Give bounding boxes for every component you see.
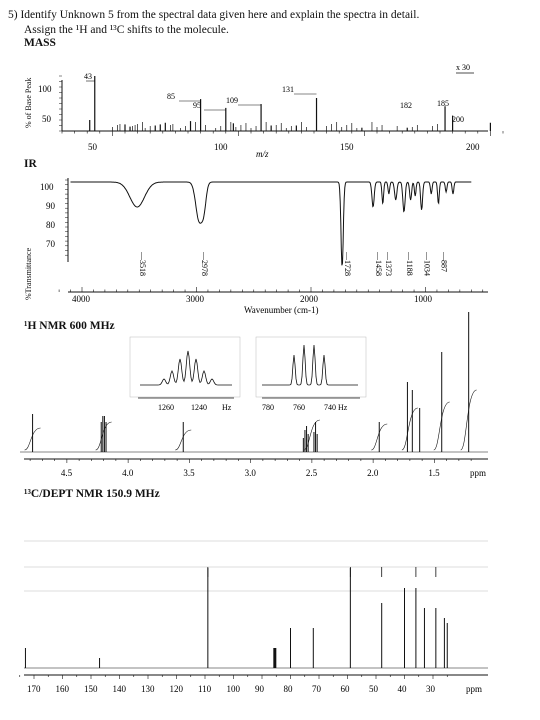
hnmr-xtick-2: 2.0 [367, 468, 379, 478]
mass-spectrum: 100 50 50 100 150 200 m/z x 30 43 85 95 … [38, 63, 504, 159]
cnmr-xtick-60: 60 [341, 684, 351, 694]
cnmr-xtick-120: 120 [170, 684, 184, 694]
hnmr-xtick-4: 4.0 [122, 468, 134, 478]
mass-xlabel: m/z [256, 149, 269, 159]
ir-ytick-70: 70 [46, 239, 56, 249]
ir-band-label-1188: —1188 [405, 251, 414, 276]
hnmr-inset-2 [255, 336, 367, 398]
cnmr-xtick-90: 90 [255, 684, 265, 694]
ir-band-label-1458: —1458 [374, 251, 383, 276]
question-number: 5) [8, 9, 18, 21]
mass-peak-label-182: 182 [400, 101, 412, 110]
mass-peak-label-95: 95 [193, 101, 201, 110]
ir-band-label-1034: —1034 [423, 251, 432, 276]
ir-ytick-100: 100 [40, 182, 54, 192]
ir-band-label-887: —887 [439, 251, 448, 272]
mass-peak-label-200: 200 [452, 115, 464, 124]
mass-peak-label-109: 109 [226, 96, 238, 105]
hnmr-inset1-tick-1240: 1240 [191, 403, 207, 412]
cnmr-xtick-100: 100 [227, 684, 241, 694]
ir-ytick-90: 90 [46, 201, 56, 211]
hnmr-inset2-tick-780: 780 [262, 403, 274, 412]
cnmr-xtick-40: 40 [398, 684, 408, 694]
ir-band-label-1373: —1373 [384, 251, 393, 276]
hnmr-xtick-4.5: 4.5 [61, 468, 73, 478]
ir-ytick-80: 80 [46, 220, 56, 230]
cnmr-solvent-peak [273, 648, 277, 668]
cnmr-xtick-30: 30 [426, 684, 436, 694]
mass-title: MASS [24, 37, 56, 49]
mass-peak-label-131: 131 [282, 85, 294, 94]
hnmr-inset2-tick-760: 760 [293, 403, 305, 412]
cnmr-xtick-50: 50 [369, 684, 379, 694]
mass-peak-label-85: 85 [167, 92, 175, 101]
hnmr-inset1-tick-1260: 1260 [158, 403, 174, 412]
ir-spectrum: 100 90 80 70 4000 3000 2000 1000 Wavenum… [40, 178, 488, 315]
ir-xtick-4000: 4000 [72, 294, 91, 304]
ir-title: IR [24, 158, 37, 170]
cnmr-xtick-70: 70 [312, 684, 322, 694]
question-text: Identify Unknown 5 from the spectral dat… [20, 9, 420, 21]
mass-xtick-100: 100 [214, 142, 228, 152]
question-line-2: Assign the ¹H and ¹³C shifts to the mole… [24, 24, 229, 36]
ir-band-label-3518: —3518 [138, 251, 147, 276]
cnmr-spectrum: 170 160 150 140 130 120 110 100 90 80 70 60 50 40 30 pp… [19, 540, 488, 694]
hnmr-inset1-tick-hz: Hz [222, 403, 232, 412]
hnmr-inset2-tick-740: 740 Hz [324, 403, 348, 412]
mass-peak-label-43: 43 [84, 72, 92, 81]
cnmr-xtick-160: 160 [56, 684, 70, 694]
hnmr-integral [303, 419, 320, 451]
cnmr-xtick-80: 80 [284, 684, 294, 694]
cnmr-xtick-150: 150 [84, 684, 98, 694]
mass-xtick-50: 50 [88, 142, 98, 152]
cnmr-xtick-110: 110 [198, 684, 212, 694]
hnmr-integral [371, 423, 388, 451]
cnmr-xtick-130: 130 [141, 684, 155, 694]
hnmr-xtick-2.5: 2.5 [306, 468, 318, 478]
cnmr-title: ¹³C/DEPT NMR 150.9 MHz [24, 488, 160, 500]
cnmr-xtick-140: 140 [113, 684, 127, 694]
mass-ytick-50: 50 [42, 114, 52, 124]
cnmr-xtick-170: 170 [27, 684, 41, 694]
hnmr-title: ¹H NMR 600 MHz [24, 320, 115, 332]
ir-xtick-3000: 3000 [186, 294, 205, 304]
ir-xtick-1000: 1000 [414, 294, 433, 304]
hnmr-integral [401, 407, 418, 451]
hnmr-integral [460, 389, 477, 451]
mass-scale-note: x 30 [456, 63, 470, 72]
hnmr-integral [24, 427, 41, 451]
question-line-1: 5) Identify Unknown 5 from the spectral … [8, 9, 419, 22]
mass-ytick-100: 100 [38, 84, 52, 94]
ir-xtick-2000: 2000 [300, 294, 319, 304]
cnmr-xtick-ppm: ppm [466, 684, 482, 694]
hnmr-xtick-3.5: 3.5 [183, 468, 195, 478]
hnmr-xtick-1.5: 1.5 [428, 468, 440, 478]
hnmr-inset1-multiplet [140, 350, 232, 386]
ir-band-label-2978: —2978 [200, 251, 209, 276]
ir-ylabel: %Transmittance [24, 247, 33, 300]
ir-xlabel: Wavenumber (cm-1) [244, 305, 319, 315]
hnmr-integral [175, 429, 192, 451]
mass-xtick-200: 200 [466, 142, 480, 152]
hnmr-xtick-ppm: ppm [470, 468, 486, 478]
ir-trace [70, 181, 472, 266]
mass-xtick-150: 150 [340, 142, 354, 152]
hnmr-xtick-3: 3.0 [245, 468, 257, 478]
hnmr-spectrum: 1260 1240 Hz 780 760 740 Hz 4.5 4.0 3.5 3.0… [20, 312, 488, 478]
hnmr-inset2-multiplet [262, 344, 358, 386]
hnmr-inset-1 [129, 336, 241, 398]
hnmr-integral [95, 421, 112, 451]
ir-band-label-1728: —1728 [343, 251, 352, 276]
mass-peak-label-185: 185 [437, 99, 449, 108]
